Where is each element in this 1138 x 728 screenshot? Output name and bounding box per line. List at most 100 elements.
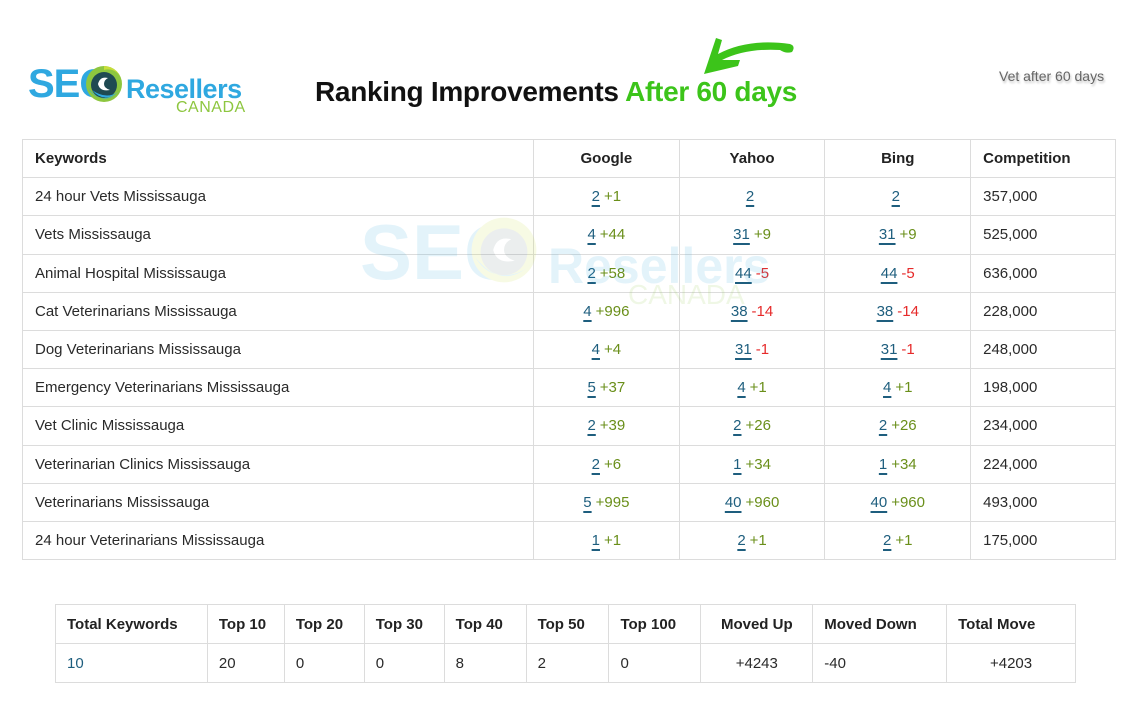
summary-top-30: 0 [363, 643, 445, 683]
competition-cell: 234,000 [970, 406, 1116, 446]
table-row: Dog Veterinarians Mississauga 4 +4 31 -1 3… [22, 329, 1116, 370]
summary-top-40: 8 [443, 643, 527, 683]
yahoo-rank-cell: 2 +26 [678, 406, 826, 446]
bing-rank-link[interactable]: 44 [880, 264, 898, 282]
yahoo-rank-cell: 31 -1 [678, 329, 826, 370]
google-rank-change: +37 [599, 379, 626, 397]
yahoo-rank-link[interactable]: 4 [737, 379, 746, 397]
keyword-cell: Dog Veterinarians Mississauga [22, 329, 534, 370]
bing-rank-cell: 40 +960 [824, 482, 972, 522]
bing-rank-link[interactable]: 2 [891, 188, 900, 206]
google-rank-cell: 1 +1 [533, 520, 680, 561]
google-rank-link[interactable]: 4 [591, 341, 600, 359]
yahoo-rank-cell: 31 +9 [678, 215, 826, 255]
google-rank-link[interactable]: 2 [591, 455, 600, 473]
summary-header-top-100: Top 100 [608, 604, 702, 644]
google-rank-link[interactable]: 5 [587, 379, 596, 397]
bing-rank-cell: 1 +34 [824, 444, 972, 484]
bing-rank-change: -1 [901, 341, 915, 359]
google-rank-link[interactable]: 4 [583, 302, 592, 320]
bing-rank-change: +1 [895, 531, 913, 549]
competition-cell: 228,000 [970, 291, 1116, 331]
keyword-cell: Veterinarian Clinics Mississauga [22, 444, 534, 484]
competition-cell: 248,000 [970, 329, 1116, 370]
summary-table: Total Keywords Top 10 Top 20 Top 30 Top … [55, 604, 1076, 683]
summary-header-total-move: Total Move [946, 604, 1076, 644]
summary-header-top-10: Top 10 [206, 604, 285, 644]
yahoo-rank-link[interactable]: 1 [733, 455, 742, 473]
yahoo-rank-link[interactable]: 38 [730, 302, 748, 320]
google-rank-cell: 4 +44 [533, 215, 680, 255]
yahoo-rank-cell: 4 +1 [678, 368, 826, 408]
yahoo-rank-link[interactable]: 2 [737, 531, 746, 549]
page-title-main: Ranking Improvements [315, 76, 619, 107]
yahoo-rank-link[interactable]: 2 [733, 417, 742, 435]
competition-cell: 198,000 [970, 368, 1116, 408]
bing-rank-link[interactable]: 31 [878, 226, 896, 244]
summary-top-10: 20 [206, 643, 285, 683]
google-rank-change: +6 [603, 455, 622, 473]
summary-header-top-40: Top 40 [443, 604, 527, 644]
yahoo-rank-link[interactable]: 31 [735, 341, 752, 359]
google-rank-cell: 5 +37 [533, 368, 680, 408]
google-rank-link[interactable]: 1 [591, 531, 600, 549]
yahoo-rank-link[interactable]: 44 [735, 264, 752, 282]
yahoo-rank-cell: 44 -5 [678, 253, 826, 293]
bing-rank-link[interactable]: 4 [883, 379, 892, 397]
google-rank-cell: 4 +4 [533, 329, 680, 370]
column-header-yahoo: Yahoo [678, 138, 826, 179]
keyword-cell: Veterinarians Mississauga [22, 482, 534, 522]
page-title: Ranking Improvements After 60 days [315, 74, 797, 110]
google-rank-change: +58 [599, 264, 626, 282]
keyword-cell: Animal Hospital Mississauga [22, 253, 534, 293]
yahoo-rank-cell: 2 +1 [678, 520, 826, 561]
google-rank-link[interactable]: 2 [591, 188, 600, 206]
bing-rank-link[interactable]: 2 [883, 531, 892, 549]
google-rank-cell: 2 +39 [533, 406, 680, 446]
google-rank-link[interactable]: 4 [587, 226, 596, 244]
summary-top-100: 0 [608, 643, 702, 683]
summary-header-total-keywords: Total Keywords [55, 604, 208, 644]
bing-rank-link[interactable]: 31 [880, 341, 898, 359]
table-row: Emergency Veterinarians Mississauga 5 +37… [22, 368, 1116, 408]
yahoo-rank-change: +9 [753, 226, 771, 244]
bing-rank-cell: 31 -1 [824, 329, 972, 370]
table-row: 24 hour Vets Mississauga 2 +1 2 2 357,000 [22, 177, 1116, 217]
rankings-header-row: Keywords Google Yahoo Bing Competition [22, 138, 1116, 179]
google-rank-cell: 2 +6 [533, 444, 680, 484]
logo-swirl-icon [86, 66, 123, 102]
seo-resellers-logo[interactable]: SEO Resellers CANADA [28, 62, 258, 120]
rankings-table: Keywords Google Yahoo Bing Competition 2… [22, 138, 1116, 561]
bing-rank-link[interactable]: 2 [878, 417, 888, 435]
competition-cell: 357,000 [970, 177, 1116, 217]
yahoo-rank-change: +1 [749, 379, 767, 397]
bing-rank-link[interactable]: 40 [870, 493, 888, 511]
table-row: Veterinarians Mississauga 5 +995 40 +960 4… [22, 482, 1116, 522]
summary-header-top-20: Top 20 [283, 604, 365, 644]
column-header-bing: Bing [824, 138, 972, 179]
google-rank-link[interactable]: 2 [587, 264, 596, 282]
keyword-cell: 24 hour Vets Mississauga [22, 177, 534, 217]
google-rank-cell: 5 +995 [533, 482, 680, 522]
report-subtitle: Vet after 60 days [999, 68, 1105, 84]
yahoo-rank-link[interactable]: 31 [733, 226, 750, 244]
bing-rank-change: +34 [891, 455, 917, 473]
yahoo-rank-link[interactable]: 2 [745, 188, 755, 206]
yahoo-rank-change: -5 [755, 264, 770, 282]
column-header-competition: Competition [970, 138, 1116, 179]
competition-cell: 493,000 [970, 482, 1116, 522]
google-rank-link[interactable]: 2 [587, 417, 596, 435]
google-rank-link[interactable]: 5 [583, 493, 592, 511]
bing-rank-link[interactable]: 38 [876, 302, 894, 320]
bing-rank-change: +960 [891, 493, 925, 511]
yahoo-rank-change: +26 [745, 417, 771, 435]
logo-resellers-text: Resellers [126, 74, 242, 104]
summary-header-top-50: Top 50 [525, 604, 610, 644]
summary-moved-up: +4243 [700, 643, 814, 683]
summary-values-row: 10 20 0 0 8 2 0 +4243 -40 +4203 [55, 643, 1076, 683]
competition-cell: 175,000 [970, 520, 1116, 561]
summary-header-moved-down: Moved Down [812, 604, 948, 644]
keyword-cell: Emergency Veterinarians Mississauga [22, 368, 534, 408]
yahoo-rank-link[interactable]: 40 [724, 493, 742, 511]
bing-rank-link[interactable]: 1 [878, 455, 888, 473]
